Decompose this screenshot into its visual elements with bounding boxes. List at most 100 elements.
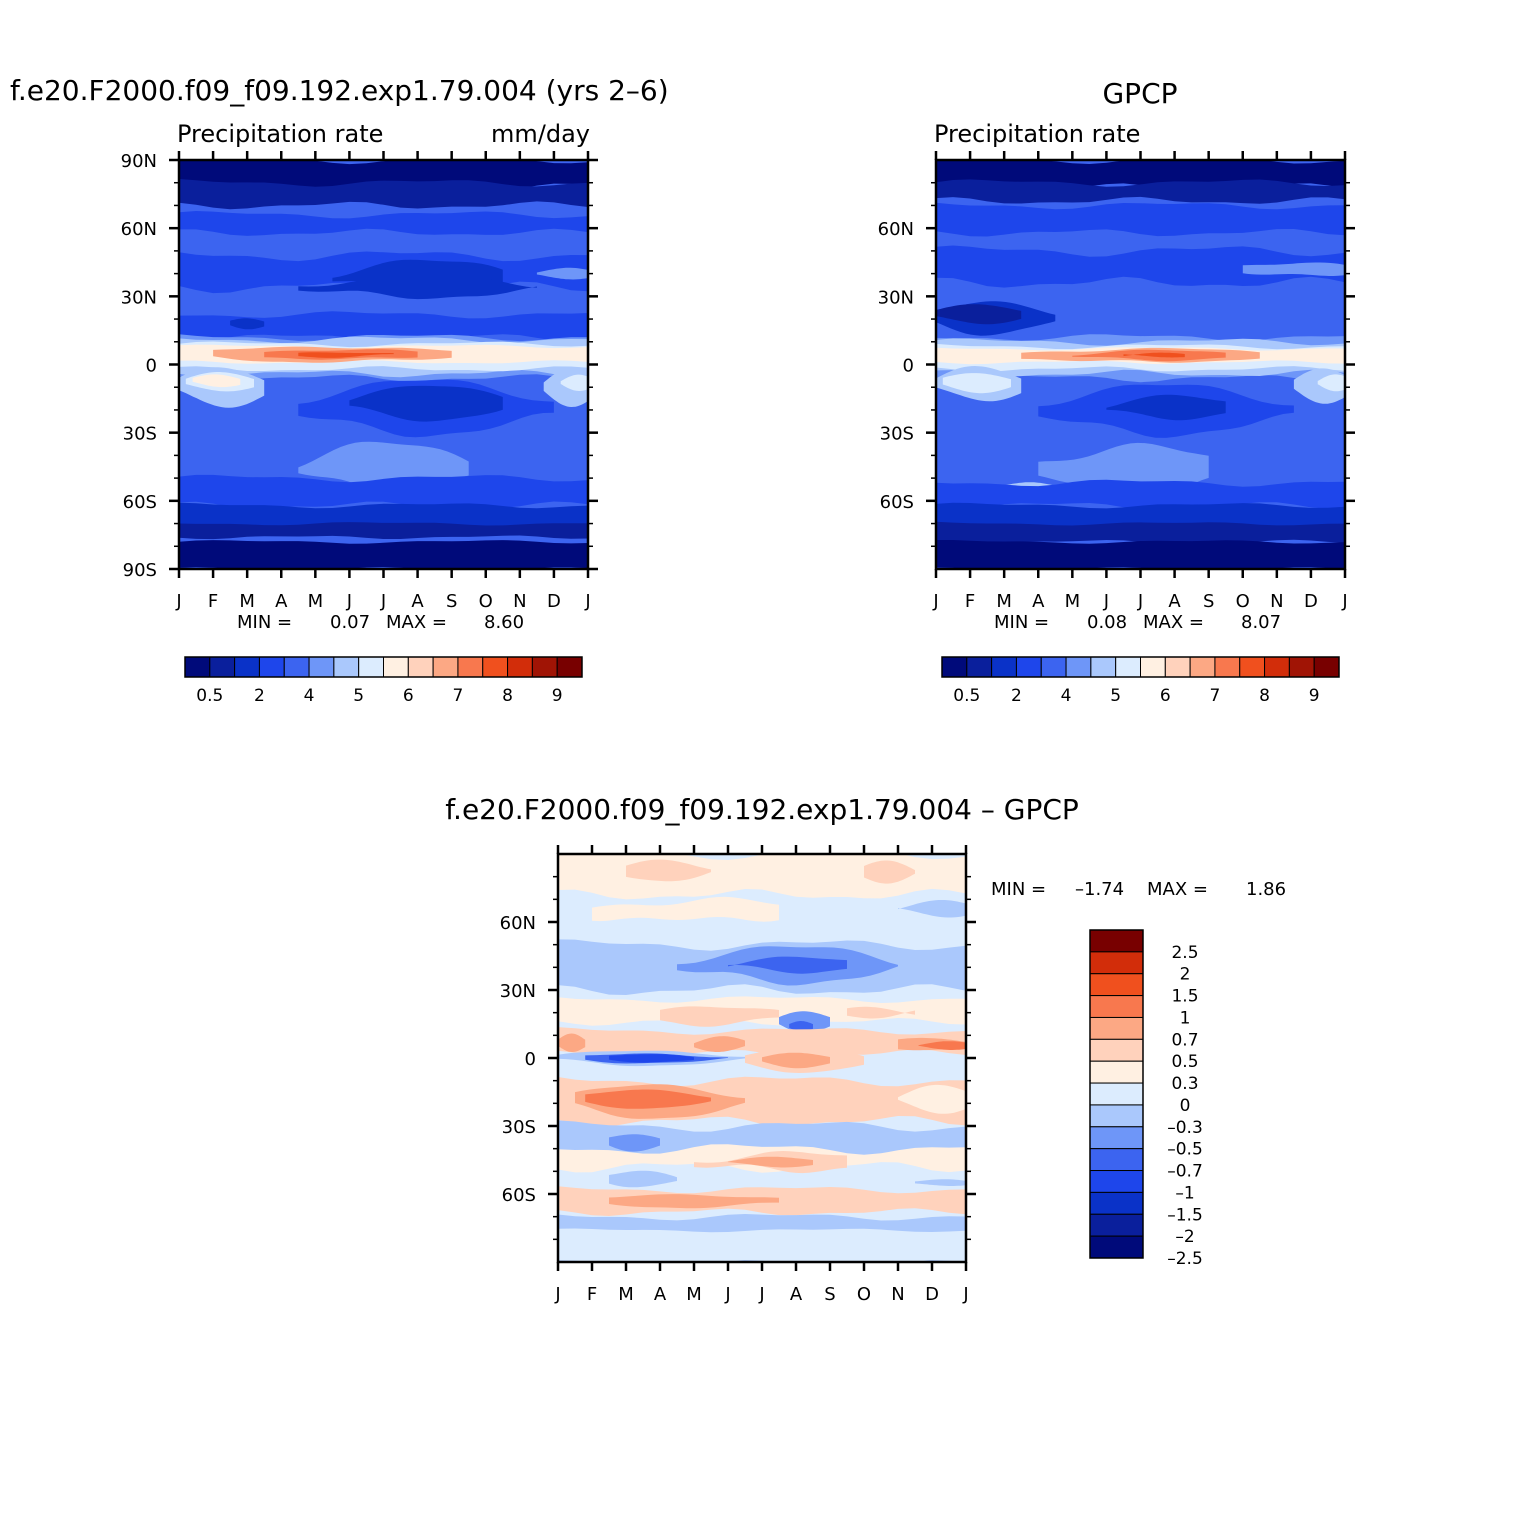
x-tick-label: S <box>446 591 457 612</box>
contour-band <box>192 374 241 388</box>
model-min-label: MIN = <box>237 612 292 633</box>
colorbar-swatch <box>358 656 384 678</box>
contour-band <box>660 1006 779 1027</box>
x-tick-label: A <box>275 591 288 612</box>
colorbar-label: 2 <box>254 686 265 706</box>
contour-band <box>626 859 711 882</box>
y-tick-label: 60N <box>121 219 157 240</box>
colorbar-label: 9 <box>1309 686 1320 706</box>
colorbar-swatch <box>457 656 484 678</box>
colorbar-swatch <box>1089 1082 1144 1106</box>
colorbar-label: 5 <box>1110 686 1121 706</box>
x-tick-label: D <box>547 591 561 612</box>
contour-band <box>936 245 1345 288</box>
colorbar-swatch <box>1089 929 1144 953</box>
model-units-label: mm/day <box>491 120 590 148</box>
colorbar-swatch <box>1089 973 1144 997</box>
x-tick-label: S <box>824 1284 835 1305</box>
x-tick-label: A <box>411 591 424 612</box>
contour-band <box>936 304 1022 325</box>
colorbar-swatch <box>209 656 236 678</box>
x-tick-label: M <box>618 1284 634 1305</box>
x-tick-label: J <box>758 1284 764 1305</box>
x-tick-label: J <box>1103 591 1109 612</box>
contour-band <box>558 1027 966 1058</box>
x-tick-label: J <box>724 1284 730 1305</box>
model-heatmap <box>179 160 588 569</box>
colorbar-swatch <box>1040 656 1067 678</box>
contour-band <box>936 179 1345 204</box>
colorbar-swatch <box>1115 656 1141 678</box>
y-tick-label: 0 <box>525 1049 536 1070</box>
colorbar-label: –0.7 <box>1167 1162 1203 1182</box>
colorbar-label: 9 <box>552 686 563 706</box>
contour-band <box>298 276 537 300</box>
x-tick-label: A <box>654 1284 667 1305</box>
colorbar-swatch <box>1089 1191 1144 1215</box>
colorbar-swatch <box>383 656 409 678</box>
colorbar-label: 4 <box>304 686 315 706</box>
obs-stats: MIN = 0.08 MAX = 8.07 <box>994 612 1281 633</box>
colorbar-label: 7 <box>1210 686 1221 706</box>
contour-band <box>179 211 588 236</box>
contour-band <box>298 352 394 358</box>
colorbar-swatch <box>966 656 993 678</box>
obs-max-value: 8.07 <box>1241 612 1281 633</box>
colorbar-swatch <box>1313 656 1340 678</box>
x-tick-label: O <box>857 1284 871 1305</box>
x-tick-label: A <box>790 1284 803 1305</box>
diff-heatmap <box>558 854 966 1262</box>
y-tick-label: 60S <box>123 492 157 513</box>
obs-min-value: 0.08 <box>1087 612 1127 633</box>
diff-min-value: –1.74 <box>1075 879 1124 900</box>
colorbar-swatch <box>1189 656 1216 678</box>
diff-max-label: MAX = <box>1147 879 1208 900</box>
contour-band <box>558 1120 966 1163</box>
y-tick-label: 90N <box>121 151 157 172</box>
x-tick-label: F <box>208 591 218 612</box>
x-tick-label: M <box>1065 591 1081 612</box>
x-tick-label: M <box>239 591 255 612</box>
colorbar-label: –2.5 <box>1167 1249 1203 1269</box>
colorbar-swatch <box>1089 1038 1144 1062</box>
obs-max-label: MAX = <box>1143 612 1204 633</box>
diff-min-label: MIN = <box>991 879 1046 900</box>
contour-band <box>179 179 588 210</box>
colorbar-label: 1 <box>1180 1008 1191 1028</box>
contour-band <box>609 1134 660 1152</box>
contour-band <box>789 1021 813 1032</box>
colorbar-swatch <box>556 656 583 678</box>
colorbar-swatch <box>1089 1060 1144 1084</box>
colorbar-label: –0.5 <box>1167 1140 1203 1160</box>
contour-band <box>179 522 588 540</box>
colorbar-label: 6 <box>1160 686 1171 706</box>
contour-band <box>536 267 588 280</box>
contour-band <box>609 1194 779 1209</box>
contour-band <box>1317 374 1345 392</box>
colorbar-swatch <box>1089 1235 1144 1259</box>
colorbar-label: 5 <box>353 686 364 706</box>
contour-band <box>762 1052 830 1069</box>
colorbar-frame <box>184 656 583 678</box>
contour-band <box>694 1036 745 1052</box>
contour-band <box>1123 352 1185 358</box>
colorbar-label: 1.5 <box>1171 987 1198 1007</box>
diff-panel: f.e20.F2000.f09_f09.192.exp1.79.004 – GP… <box>445 793 1286 1305</box>
colorbar-swatch <box>1089 995 1144 1018</box>
contour-band <box>609 1170 677 1188</box>
colorbar-swatch <box>1089 1104 1144 1128</box>
y-tick-label: 30S <box>502 1117 536 1138</box>
contour-band <box>179 311 588 342</box>
colorbar-swatch <box>234 656 260 678</box>
x-tick-label: O <box>479 591 493 612</box>
colorbar-swatch <box>1089 1213 1144 1237</box>
contour-band <box>592 896 779 922</box>
x-tick-label: N <box>1270 591 1283 612</box>
y-tick-label: 30S <box>123 424 157 445</box>
colorbar-swatch <box>1015 656 1042 678</box>
x-tick-label: M <box>308 591 324 612</box>
obs-min-label: MIN = <box>994 612 1049 633</box>
model-stats: MIN = 0.07 MAX = 8.60 <box>237 612 524 633</box>
x-tick-label: J <box>175 591 181 612</box>
